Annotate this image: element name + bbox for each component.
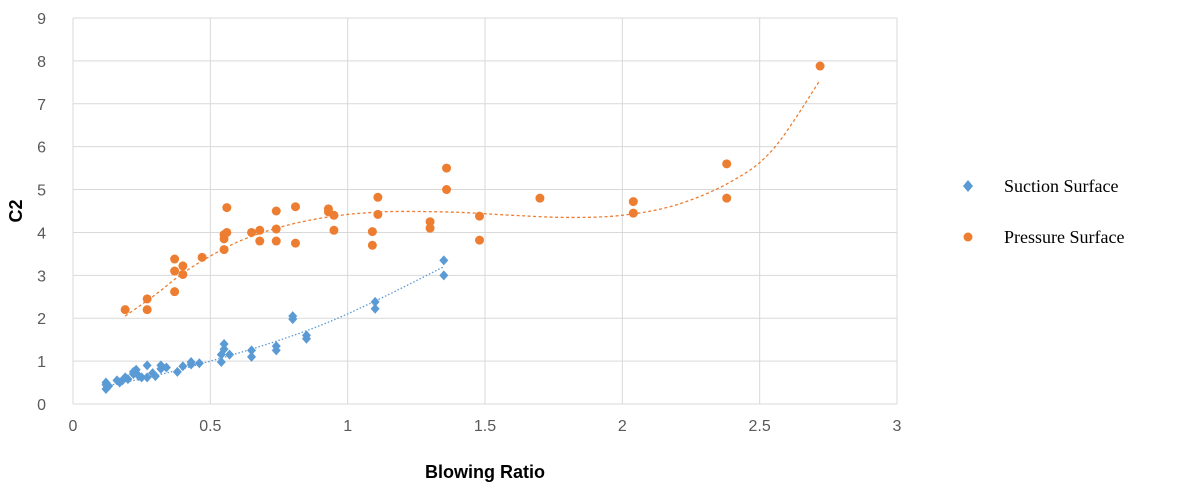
pressure-point — [425, 223, 435, 233]
x-tick-label: 1 — [343, 418, 352, 435]
y-tick-label: 3 — [37, 268, 46, 285]
data-points — [101, 61, 825, 394]
suction-point — [370, 303, 380, 314]
y-tick-label: 1 — [37, 354, 46, 371]
gridlines — [72, 17, 898, 405]
pressure-point — [425, 217, 435, 227]
pressure-point — [373, 209, 383, 219]
y-tick-label: 2 — [37, 311, 46, 328]
pressure-point — [329, 210, 339, 220]
suction-point — [186, 356, 196, 367]
trendlines — [105, 79, 821, 387]
suction-point — [439, 270, 449, 281]
suction-point — [216, 356, 226, 367]
pressure-point — [222, 203, 232, 213]
x-tick-label: 2.5 — [749, 418, 771, 435]
suction-point — [137, 372, 147, 383]
y-axis-title: C2 — [6, 199, 26, 222]
x-axis-title: Blowing Ratio — [425, 462, 545, 482]
pressure-point — [222, 227, 232, 237]
suction-point — [219, 338, 229, 349]
pressure-point — [142, 294, 152, 304]
suction-point — [194, 358, 204, 369]
suction-point — [370, 296, 380, 307]
pressure-point — [120, 305, 130, 315]
suction-point — [219, 344, 229, 355]
pressure-point — [815, 61, 825, 71]
pressure-point — [271, 236, 281, 246]
pressure-point — [373, 192, 383, 202]
y-tick-label: 6 — [37, 140, 46, 157]
pressure-point — [271, 224, 281, 234]
y-tick-label: 5 — [37, 183, 46, 200]
y-tick-label: 4 — [37, 225, 46, 242]
pressure-point — [722, 159, 732, 169]
suction-point — [123, 374, 133, 385]
pressure-point — [367, 240, 377, 250]
pressure-point — [475, 211, 485, 221]
trendline-pressure — [124, 79, 821, 317]
pressure-point — [255, 236, 265, 246]
pressure-point — [170, 254, 180, 264]
x-tick-label: 0 — [69, 418, 78, 435]
suction-point — [161, 362, 171, 373]
pressure-point — [442, 185, 452, 195]
suction-point — [247, 345, 257, 356]
pressure-point — [290, 202, 300, 212]
pressure-point — [178, 269, 188, 279]
suction-point — [104, 380, 114, 391]
x-tick-label: 3 — [893, 418, 902, 435]
y-tick-label: 9 — [37, 11, 46, 28]
pressure-point — [535, 193, 545, 203]
pressure-point — [247, 227, 257, 237]
y-tick-label: 7 — [37, 97, 46, 114]
trendline-suction — [105, 266, 445, 387]
legend-marker-diamond — [963, 180, 973, 192]
pressure-point — [475, 235, 485, 245]
y-tick-label: 8 — [37, 54, 46, 71]
legend-label-pressure: Pressure Surface — [1004, 227, 1124, 247]
pressure-point — [170, 266, 180, 276]
x-tick-label: 2 — [618, 418, 627, 435]
legend: Suction Surface Pressure Surface — [963, 176, 1124, 247]
pressure-point — [178, 261, 188, 271]
pressure-point — [170, 287, 180, 297]
suction-point — [288, 311, 298, 322]
pressure-point — [290, 238, 300, 248]
suction-point — [142, 360, 152, 371]
suction-point — [439, 255, 449, 266]
pressure-point — [628, 208, 638, 218]
pressure-point — [255, 225, 265, 235]
suction-point — [247, 351, 257, 362]
pressure-point — [442, 163, 452, 173]
x-tick-label: 0.5 — [199, 418, 221, 435]
suction-point — [178, 361, 188, 372]
pressure-point — [367, 227, 377, 237]
x-tick-label: 1.5 — [474, 418, 496, 435]
pressure-point — [219, 245, 229, 255]
pressure-point — [271, 206, 281, 216]
pressure-point — [628, 197, 638, 207]
pressure-point — [722, 193, 732, 203]
pressure-point — [197, 252, 207, 262]
x-tick-labels: 0 0.5 1 1.5 2 2.5 3 — [69, 418, 902, 435]
suction-point — [150, 371, 160, 382]
suction-point — [301, 330, 311, 341]
legend-item-suction: Suction Surface — [963, 176, 1118, 196]
suction-point — [172, 366, 182, 377]
suction-point — [225, 349, 235, 360]
pressure-point — [142, 305, 152, 315]
suction-point — [271, 341, 281, 352]
y-tick-labels: 0 1 2 3 4 5 6 7 8 9 — [37, 11, 46, 414]
legend-item-pressure: Pressure Surface — [963, 227, 1124, 247]
legend-label-suction: Suction Surface — [1004, 176, 1118, 196]
legend-marker-circle — [963, 232, 973, 242]
y-tick-label: 0 — [37, 397, 46, 414]
pressure-point — [329, 225, 339, 235]
suction-point — [142, 372, 152, 383]
